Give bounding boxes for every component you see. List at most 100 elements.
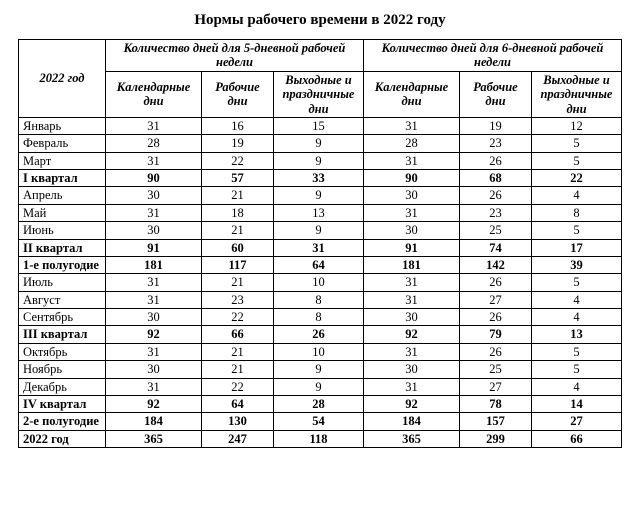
- cell-cal-5: 31: [106, 343, 202, 360]
- cell-hol-6: 5: [531, 135, 621, 152]
- cell-cal-6: 184: [363, 413, 459, 430]
- cell-cal-6: 31: [363, 378, 459, 395]
- cell-hol-6: 17: [531, 239, 621, 256]
- cell-work-6: 23: [459, 135, 531, 152]
- cell-cal-5: 90: [106, 170, 202, 187]
- row-label: Июль: [19, 274, 106, 291]
- cell-work-5: 66: [202, 326, 274, 343]
- cell-hol-5: 9: [273, 378, 363, 395]
- cell-work-5: 60: [202, 239, 274, 256]
- row-label: 2022 год: [19, 430, 106, 447]
- cell-hol-6: 5: [531, 361, 621, 378]
- table-row: III квартал926626927913: [19, 326, 622, 343]
- cell-hol-6: 5: [531, 343, 621, 360]
- cell-work-6: 27: [459, 378, 531, 395]
- cell-work-5: 16: [202, 117, 274, 134]
- table-row: Февраль2819928235: [19, 135, 622, 152]
- table-row: 2022 год36524711836529966: [19, 430, 622, 447]
- page-title: Нормы рабочего времени в 2022 году: [18, 12, 622, 29]
- table-row: Октябрь31211031265: [19, 343, 622, 360]
- cell-cal-5: 31: [106, 378, 202, 395]
- cell-cal-6: 31: [363, 343, 459, 360]
- cell-work-5: 21: [202, 187, 274, 204]
- cell-cal-5: 91: [106, 239, 202, 256]
- cell-hol-5: 9: [273, 222, 363, 239]
- cell-work-6: 19: [459, 117, 531, 134]
- cell-hol-6: 66: [531, 430, 621, 447]
- cell-work-6: 142: [459, 256, 531, 273]
- cell-hol-6: 5: [531, 152, 621, 169]
- row-label: II квартал: [19, 239, 106, 256]
- table-body: Январь311615311912Февраль2819928235Март3…: [19, 117, 622, 447]
- cell-cal-6: 30: [363, 309, 459, 326]
- cell-cal-6: 92: [363, 395, 459, 412]
- cell-work-5: 117: [202, 256, 274, 273]
- cell-cal-5: 31: [106, 117, 202, 134]
- cell-work-5: 21: [202, 274, 274, 291]
- table-row: Апрель3021930264: [19, 187, 622, 204]
- cell-hol-5: 9: [273, 361, 363, 378]
- row-label: III квартал: [19, 326, 106, 343]
- cell-work-6: 26: [459, 187, 531, 204]
- row-label: Февраль: [19, 135, 106, 152]
- cell-hol-5: 64: [273, 256, 363, 273]
- cell-work-6: 25: [459, 361, 531, 378]
- table-row: II квартал916031917417: [19, 239, 622, 256]
- cell-cal-6: 31: [363, 204, 459, 221]
- cell-cal-5: 30: [106, 361, 202, 378]
- cell-work-5: 21: [202, 222, 274, 239]
- cell-cal-6: 365: [363, 430, 459, 447]
- table-row: Декабрь3122931274: [19, 378, 622, 395]
- cell-work-5: 18: [202, 204, 274, 221]
- cell-cal-6: 30: [363, 187, 459, 204]
- row-label: Август: [19, 291, 106, 308]
- cell-cal-6: 30: [363, 222, 459, 239]
- table-row: IV квартал926428927814: [19, 395, 622, 412]
- table-row: Январь311615311912: [19, 117, 622, 134]
- cell-cal-5: 28: [106, 135, 202, 152]
- cell-hol-6: 5: [531, 274, 621, 291]
- table-row: Август3123831274: [19, 291, 622, 308]
- table-row: Сентябрь3022830264: [19, 309, 622, 326]
- cell-hol-6: 14: [531, 395, 621, 412]
- cell-hol-5: 9: [273, 152, 363, 169]
- cell-cal-5: 30: [106, 309, 202, 326]
- cell-work-6: 23: [459, 204, 531, 221]
- cell-work-5: 21: [202, 343, 274, 360]
- cell-hol-6: 12: [531, 117, 621, 134]
- cell-hol-6: 4: [531, 378, 621, 395]
- cell-hol-5: 9: [273, 135, 363, 152]
- cell-cal-5: 92: [106, 395, 202, 412]
- cell-hol-5: 15: [273, 117, 363, 134]
- cell-work-6: 26: [459, 152, 531, 169]
- cell-cal-6: 92: [363, 326, 459, 343]
- cell-work-5: 130: [202, 413, 274, 430]
- cell-hol-5: 8: [273, 309, 363, 326]
- header-cal-5: Календарные дни: [106, 71, 202, 117]
- cell-cal-6: 90: [363, 170, 459, 187]
- row-label: IV квартал: [19, 395, 106, 412]
- cell-hol-5: 28: [273, 395, 363, 412]
- table-row: Ноябрь3021930255: [19, 361, 622, 378]
- header-6day: Количество дней для 6-дневной рабочей не…: [363, 40, 621, 72]
- cell-cal-6: 28: [363, 135, 459, 152]
- cell-work-6: 157: [459, 413, 531, 430]
- row-label: I квартал: [19, 170, 106, 187]
- cell-hol-5: 26: [273, 326, 363, 343]
- table-row: Март3122931265: [19, 152, 622, 169]
- cell-hol-6: 4: [531, 309, 621, 326]
- row-label: Январь: [19, 117, 106, 134]
- header-hol-5: Выходные и праздничные дни: [273, 71, 363, 117]
- cell-cal-5: 31: [106, 274, 202, 291]
- table-row: Июль31211031265: [19, 274, 622, 291]
- cell-work-6: 26: [459, 274, 531, 291]
- cell-work-5: 21: [202, 361, 274, 378]
- cell-cal-6: 31: [363, 274, 459, 291]
- cell-cal-5: 30: [106, 187, 202, 204]
- row-label: Апрель: [19, 187, 106, 204]
- cell-work-5: 64: [202, 395, 274, 412]
- working-hours-table: 2022 год Количество дней для 5-дневной р…: [18, 39, 622, 448]
- cell-hol-6: 5: [531, 222, 621, 239]
- cell-cal-5: 92: [106, 326, 202, 343]
- cell-work-5: 22: [202, 152, 274, 169]
